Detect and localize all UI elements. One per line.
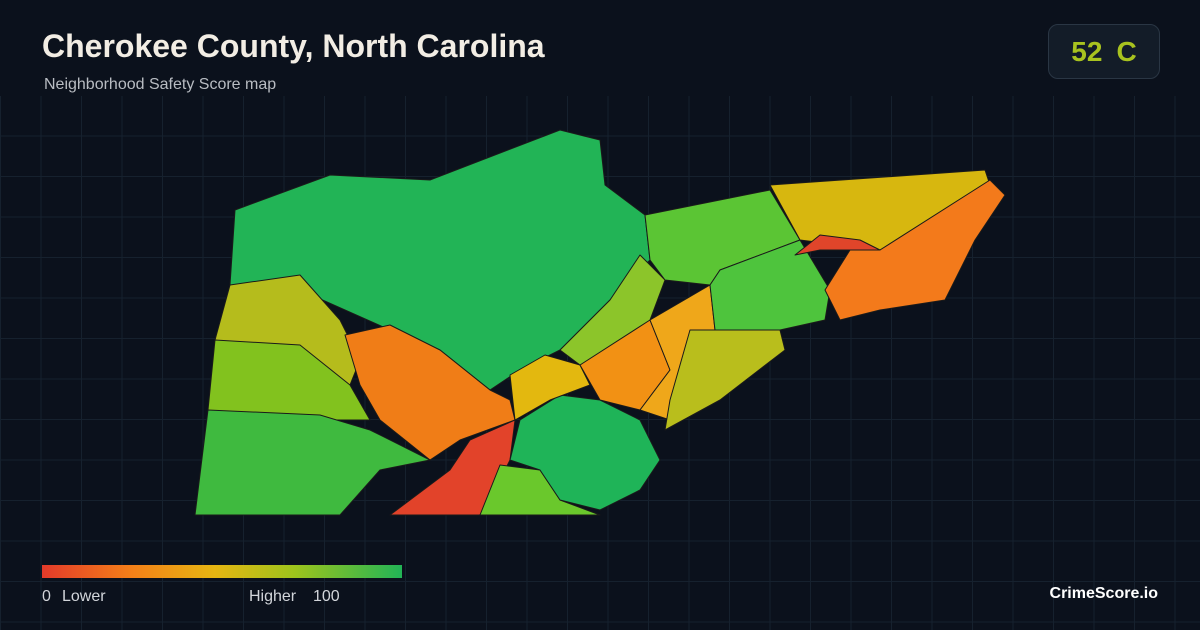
region [509, 354, 591, 421]
legend-min: 0 [42, 588, 51, 605]
subtitle: Neighborhood Safety Score map [44, 76, 277, 93]
score-badge: 52 C [1048, 24, 1160, 79]
score-value: 52 [1071, 35, 1103, 67]
brand: CrimeScore.io [1049, 585, 1158, 602]
header [0, 0, 1200, 96]
region [794, 234, 881, 256]
legend-gradient [42, 565, 402, 578]
legend-max-label: Higher [249, 588, 297, 605]
region [509, 394, 661, 511]
legend-min-label: Lower [62, 588, 106, 605]
region [194, 409, 431, 516]
score-grade: C [1116, 35, 1137, 67]
title: Cherokee County, North Carolina [42, 28, 545, 64]
legend-max: 100 [313, 588, 340, 605]
region [709, 239, 831, 331]
